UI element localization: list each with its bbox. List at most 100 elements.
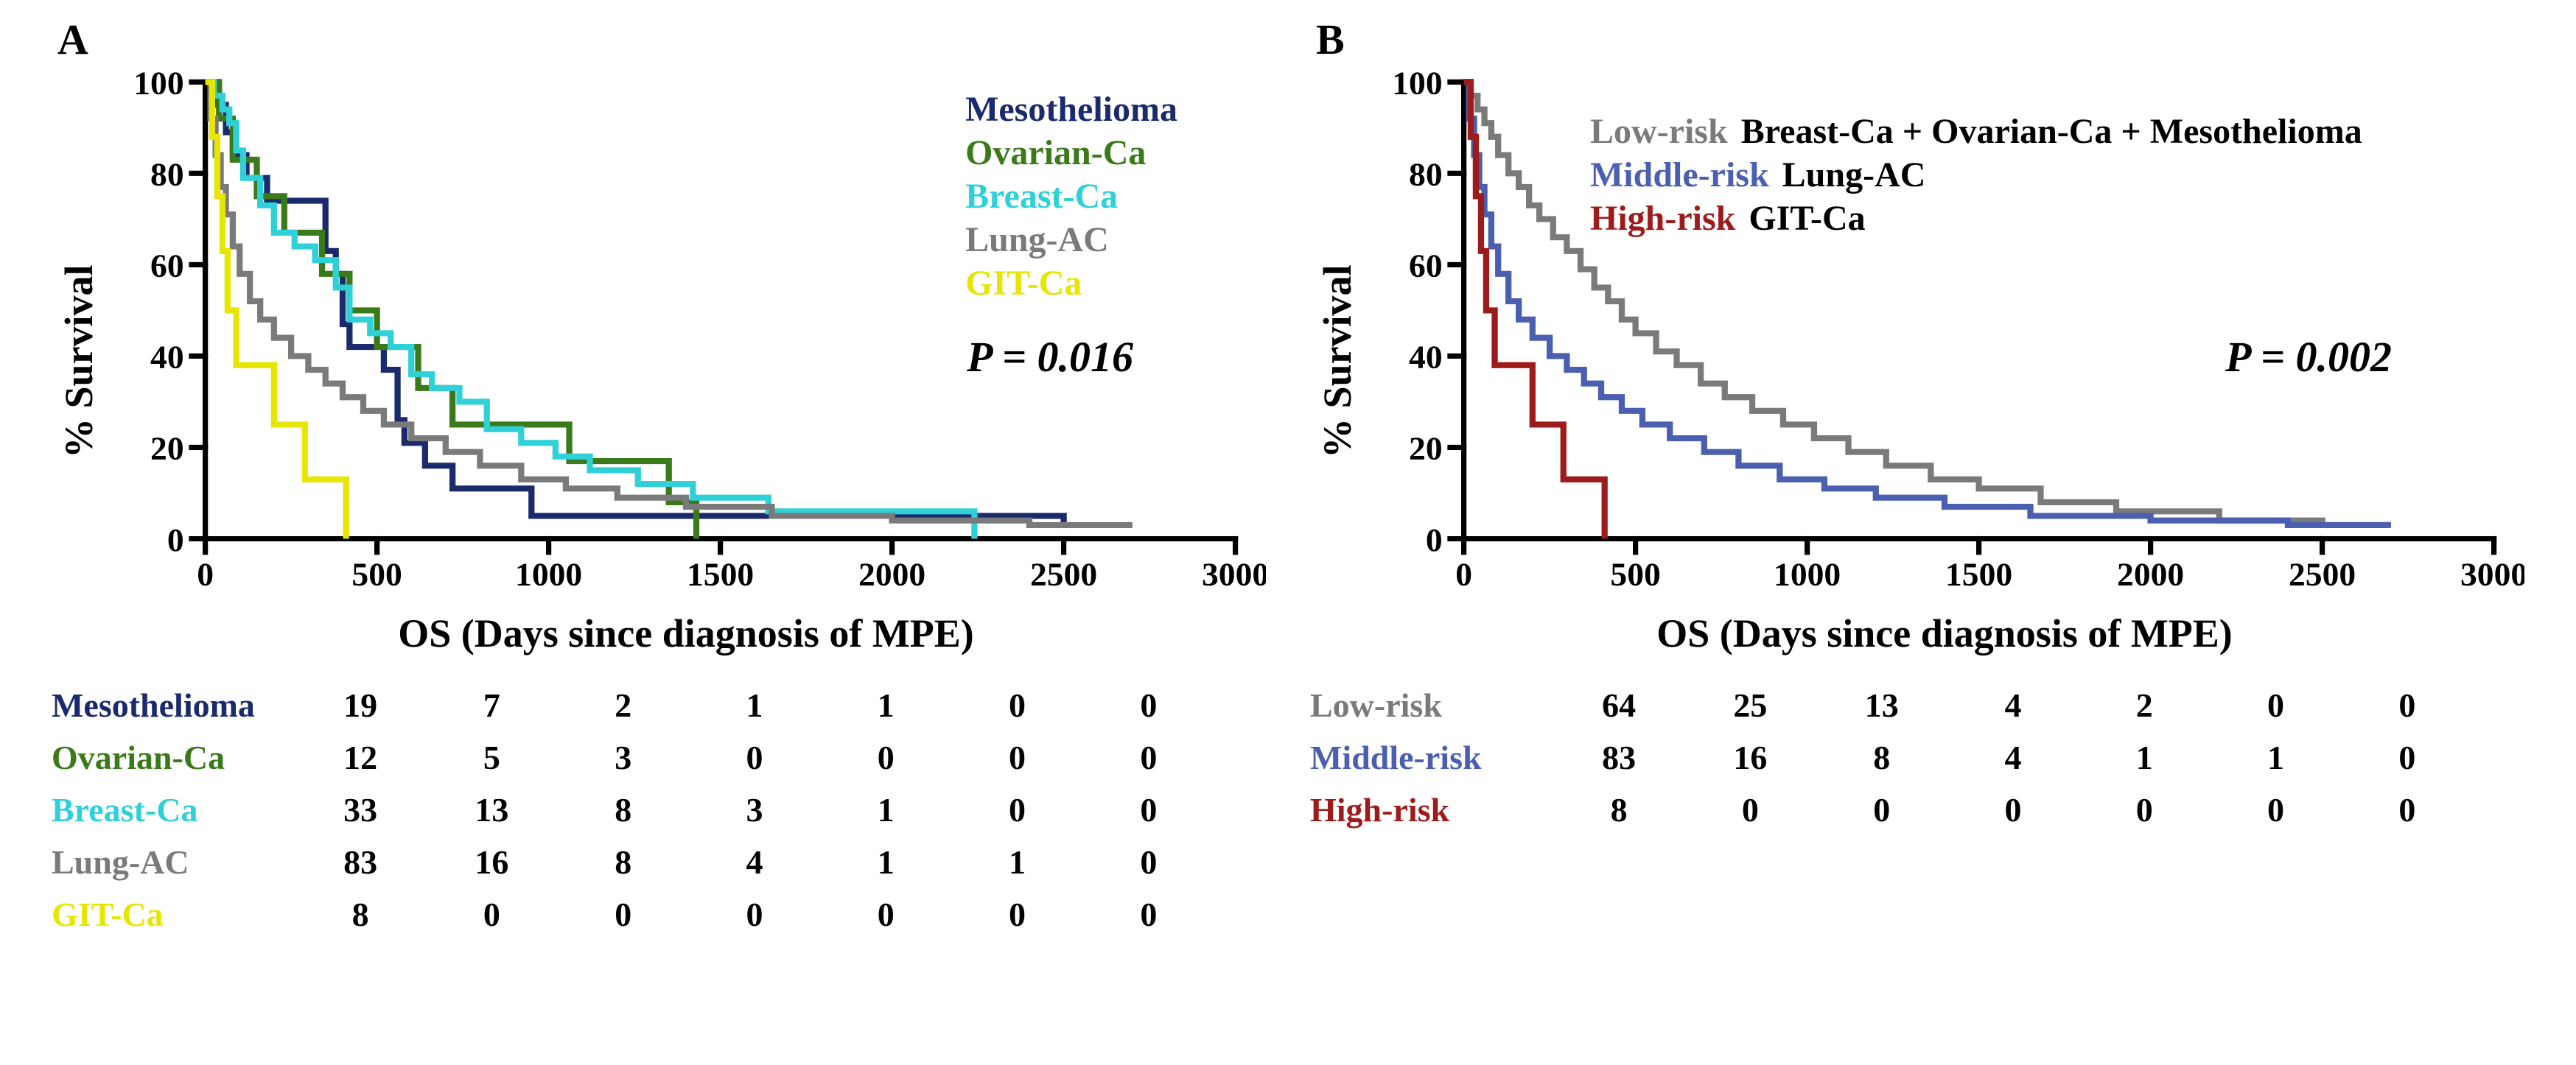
risk-cell: 8 (558, 790, 689, 829)
risk-table-row: Middle-risk831684110 (1310, 738, 2524, 777)
legend-row: Low-riskBreast-Ca + Ovarian-Ca + Mesothe… (1590, 111, 2362, 152)
legend-row: High-risk GIT-Ca (1590, 198, 2362, 239)
panel-b-label: B (1310, 15, 2524, 64)
risk-row-label: GIT-Ca (52, 895, 273, 934)
risk-row-label: Ovarian-Ca (52, 738, 273, 777)
risk-table-row: High-risk8000000 (1310, 790, 2524, 829)
risk-cell: 0 (1083, 686, 1214, 725)
panel-a-chart: % Survival 02040608010005001000150020002… (52, 67, 1266, 656)
legend-key: Lung-AC (965, 219, 1109, 260)
svg-text:2000: 2000 (858, 556, 925, 593)
panel-a-legend: MesotheliomaOvarian-CaBreast-CaLung-ACGI… (965, 89, 1177, 303)
risk-cell: 2 (2079, 686, 2210, 725)
legend-desc: GIT-Ca (1749, 198, 1865, 239)
risk-cell: 0 (1083, 790, 1214, 829)
legend-row: GIT-Ca (965, 263, 1177, 303)
svg-text:100: 100 (1392, 67, 1442, 102)
risk-cell: 0 (1083, 843, 1214, 882)
svg-text:60: 60 (150, 247, 184, 284)
risk-cell: 0 (820, 895, 951, 934)
risk-cell: 1 (820, 790, 951, 829)
legend-row: Middle-risk Lung-AC (1590, 155, 2362, 195)
svg-text:2000: 2000 (2117, 556, 2184, 593)
risk-cell: 19 (295, 686, 426, 725)
km-curve (206, 82, 346, 538)
risk-cell: 0 (1083, 895, 1214, 934)
risk-cell: 1 (689, 686, 820, 725)
legend-key: Mesothelioma (965, 89, 1177, 130)
risk-cell: 1 (2210, 738, 2341, 777)
risk-table-row: Lung-AC831684110 (52, 843, 1266, 882)
risk-cell: 0 (2342, 686, 2473, 725)
risk-table-row: Mesothelioma19721100 (52, 686, 1266, 725)
legend-row: Ovarian-Ca (965, 133, 1177, 173)
risk-cell: 0 (951, 790, 1082, 829)
risk-cell: 0 (1684, 790, 1816, 829)
risk-cell: 4 (1947, 686, 2079, 725)
risk-cell: 0 (951, 686, 1082, 725)
svg-text:20: 20 (1409, 430, 1443, 467)
risk-cell: 0 (951, 738, 1082, 777)
risk-cell: 0 (558, 895, 689, 934)
risk-cell: 83 (295, 843, 426, 882)
panel-b-xlabel: OS (Days since diagnosis of MPE) (1365, 611, 2524, 656)
panel-a: A % Survival 020406080100050010001500200… (29, 15, 1288, 1050)
risk-cell: 33 (295, 790, 426, 829)
risk-cell: 83 (1553, 738, 1684, 777)
risk-cell: 13 (426, 790, 557, 829)
svg-text:0: 0 (197, 556, 214, 593)
risk-row-label: Breast-Ca (52, 790, 273, 829)
panel-b-ylabel: % Survival (1310, 67, 1365, 656)
risk-cell: 0 (689, 895, 820, 934)
svg-text:40: 40 (150, 339, 184, 376)
risk-row-label: High-risk (1310, 790, 1531, 829)
risk-cell: 0 (2210, 790, 2341, 829)
legend-key: Low-risk (1590, 111, 1728, 152)
svg-text:3000: 3000 (2460, 556, 2524, 593)
svg-text:20: 20 (150, 430, 184, 467)
svg-text:100: 100 (133, 67, 183, 102)
svg-text:80: 80 (150, 156, 184, 193)
svg-text:1500: 1500 (687, 556, 754, 593)
risk-cell: 3 (689, 790, 820, 829)
legend-row: Mesothelioma (965, 89, 1177, 130)
legend-key: High-risk (1590, 198, 1735, 239)
legend-desc: Lung-AC (1782, 155, 1926, 195)
svg-text:0: 0 (167, 521, 184, 558)
risk-cell: 0 (1083, 738, 1214, 777)
risk-table-row: Low-risk6425134200 (1310, 686, 2524, 725)
svg-text:0: 0 (1426, 521, 1443, 558)
panel-a-risk-table: Mesothelioma19721100Ovarian-Ca12530000Br… (52, 686, 1266, 934)
risk-cell: 1 (820, 843, 951, 882)
svg-text:1500: 1500 (1945, 556, 2012, 593)
svg-text:2500: 2500 (2289, 556, 2356, 593)
risk-cell: 0 (1947, 790, 2079, 829)
svg-text:500: 500 (351, 556, 402, 593)
risk-cell: 8 (1553, 790, 1684, 829)
svg-text:1000: 1000 (1774, 556, 1841, 593)
legend-row: Breast-Ca (965, 176, 1177, 217)
risk-cell: 8 (558, 843, 689, 882)
km-curve (206, 82, 975, 538)
risk-cell: 16 (426, 843, 557, 882)
risk-row-label: Middle-risk (1310, 738, 1531, 777)
panel-a-ylabel: % Survival (52, 67, 106, 656)
risk-cell: 12 (295, 738, 426, 777)
risk-cell: 0 (951, 895, 1082, 934)
panel-b: B % Survival 020406080100050010001500200… (1288, 15, 2547, 1050)
svg-text:80: 80 (1409, 156, 1443, 193)
risk-cell: 0 (2342, 738, 2473, 777)
panel-a-pvalue: P = 0.016 (967, 332, 1133, 382)
risk-cell: 8 (295, 895, 426, 934)
risk-cell: 1 (2079, 738, 2210, 777)
risk-cell: 3 (558, 738, 689, 777)
risk-cell: 1 (951, 843, 1082, 882)
legend-key: Middle-risk (1590, 155, 1769, 195)
risk-table-row: GIT-Ca8000000 (52, 895, 1266, 934)
legend-key: GIT-Ca (965, 263, 1082, 303)
panel-a-label: A (52, 15, 1266, 64)
risk-cell: 7 (426, 686, 557, 725)
legend-key: Breast-Ca (965, 176, 1118, 217)
svg-text:500: 500 (1610, 556, 1660, 593)
risk-cell: 0 (2342, 790, 2473, 829)
